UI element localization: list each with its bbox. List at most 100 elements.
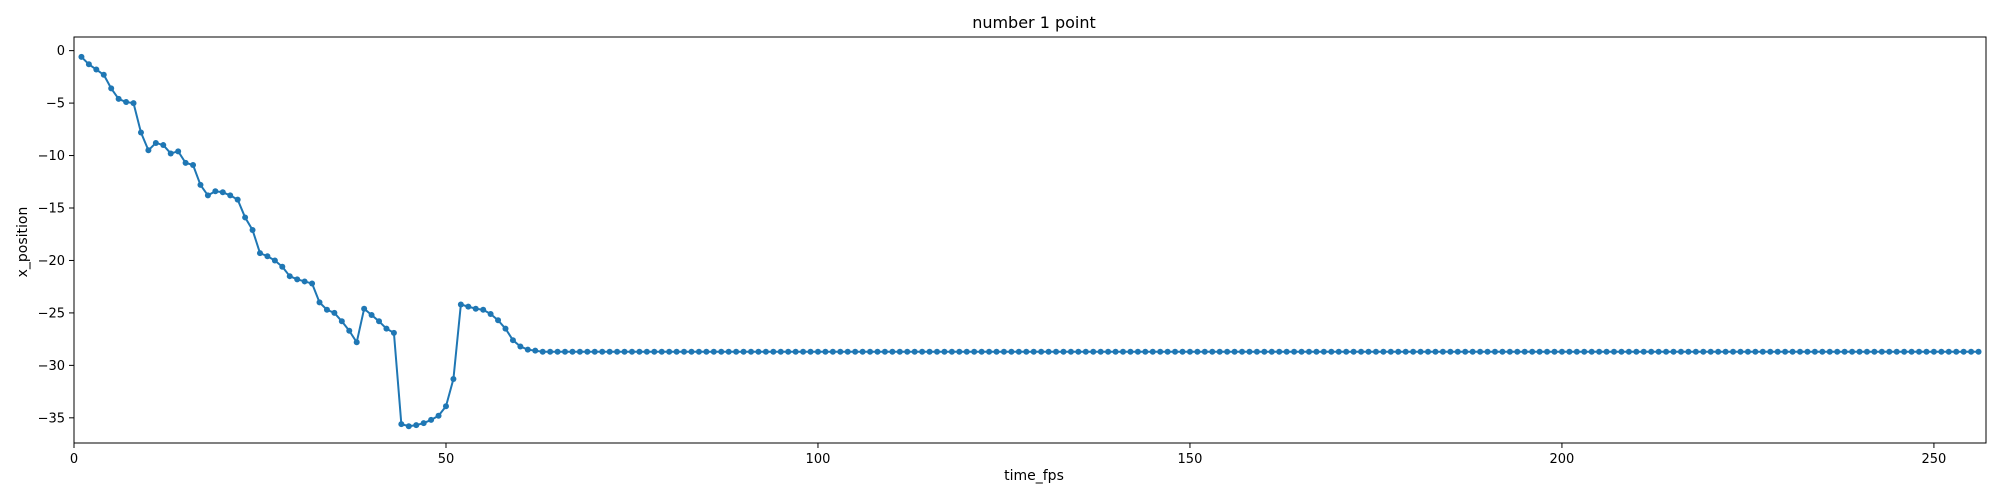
data-point [554, 348, 561, 355]
data-point [1030, 348, 1037, 355]
data-point [1067, 348, 1074, 355]
data-point [1677, 348, 1684, 355]
data-point [1239, 348, 1246, 355]
data-point [1335, 348, 1342, 355]
data-point [1082, 348, 1089, 355]
y-axis-label: x_position [15, 207, 31, 278]
data-point [294, 276, 301, 283]
data-point [1893, 348, 1900, 355]
chart-title: number 1 point [972, 13, 1096, 32]
data-point [1209, 348, 1216, 355]
data-point [234, 196, 241, 203]
data-point [673, 348, 680, 355]
data-point [926, 348, 933, 355]
data-point [666, 348, 673, 355]
data-point [1930, 348, 1937, 355]
data-point [1372, 348, 1379, 355]
data-point [867, 348, 874, 355]
data-point [390, 329, 397, 336]
data-point [212, 188, 219, 195]
data-point [904, 348, 911, 355]
data-point [1358, 348, 1365, 355]
data-point [1759, 348, 1766, 355]
plot-frame [73, 36, 1987, 444]
data-point [1120, 348, 1126, 355]
data-point [1804, 348, 1811, 355]
x-axis-label: time_fps [1004, 468, 1064, 484]
data-point [569, 348, 576, 355]
data-point [1328, 348, 1335, 355]
data-point [1179, 348, 1186, 355]
data-point [1886, 348, 1893, 355]
data-point [1938, 348, 1945, 355]
x-tick-label: 50 [438, 452, 455, 467]
data-point [1410, 348, 1417, 355]
data-point [376, 318, 383, 325]
data-point [1730, 348, 1737, 355]
data-point [539, 348, 546, 355]
data-point [703, 348, 710, 355]
data-point [1767, 348, 1774, 355]
data-point [1722, 348, 1729, 355]
data-point [108, 85, 115, 92]
data-point [1826, 348, 1833, 355]
data-point [941, 348, 948, 355]
y-tick-label: −35 [38, 411, 65, 426]
data-point [450, 376, 457, 383]
data-point [1558, 348, 1565, 355]
data-point [1841, 348, 1848, 355]
data-point [896, 348, 903, 355]
data-point [1045, 348, 1052, 355]
data-point [591, 348, 598, 355]
data-point [1491, 348, 1498, 355]
data-point [1015, 348, 1022, 355]
data-point [167, 150, 174, 157]
data-point [301, 278, 308, 285]
data-point [1343, 348, 1350, 355]
data-point [822, 348, 829, 355]
data-point [160, 142, 167, 149]
data-point [1149, 348, 1156, 355]
data-point [93, 66, 100, 73]
data-point [1157, 348, 1164, 355]
data-point [1387, 348, 1394, 355]
data-point [1417, 348, 1424, 355]
data-point [1313, 348, 1320, 355]
data-point [837, 348, 844, 355]
data-point [502, 325, 509, 332]
data-point [643, 348, 650, 355]
data-point [353, 339, 360, 346]
data-point [1901, 348, 1908, 355]
data-point [1462, 348, 1469, 355]
data-point [606, 348, 613, 355]
data-point [152, 139, 159, 146]
data-point [1856, 348, 1863, 355]
data-point [242, 214, 249, 221]
data-point [621, 348, 628, 355]
data-point [465, 303, 472, 310]
data-point [1186, 348, 1193, 355]
data-point [175, 148, 182, 155]
data-point [1707, 348, 1714, 355]
data-point [123, 99, 130, 106]
x-axis-ticks: 0 50 100 150 200 250 [70, 443, 1946, 467]
data-point [398, 421, 405, 428]
y-tick-label: −25 [38, 306, 65, 321]
data-point [1365, 348, 1372, 355]
data-point [405, 423, 412, 430]
data-point [1164, 348, 1171, 355]
data-point [190, 161, 197, 168]
data-point [614, 348, 621, 355]
data-point [1544, 348, 1551, 355]
data-point [792, 348, 799, 355]
data-point [279, 263, 286, 270]
data-point [807, 348, 814, 355]
data-point [688, 348, 695, 355]
data-point [814, 348, 821, 355]
data-point [1194, 348, 1201, 355]
data-point [681, 348, 688, 355]
data-point [1105, 348, 1112, 355]
data-point [1789, 348, 1796, 355]
data-point [1521, 348, 1528, 355]
data-point [1655, 348, 1662, 355]
